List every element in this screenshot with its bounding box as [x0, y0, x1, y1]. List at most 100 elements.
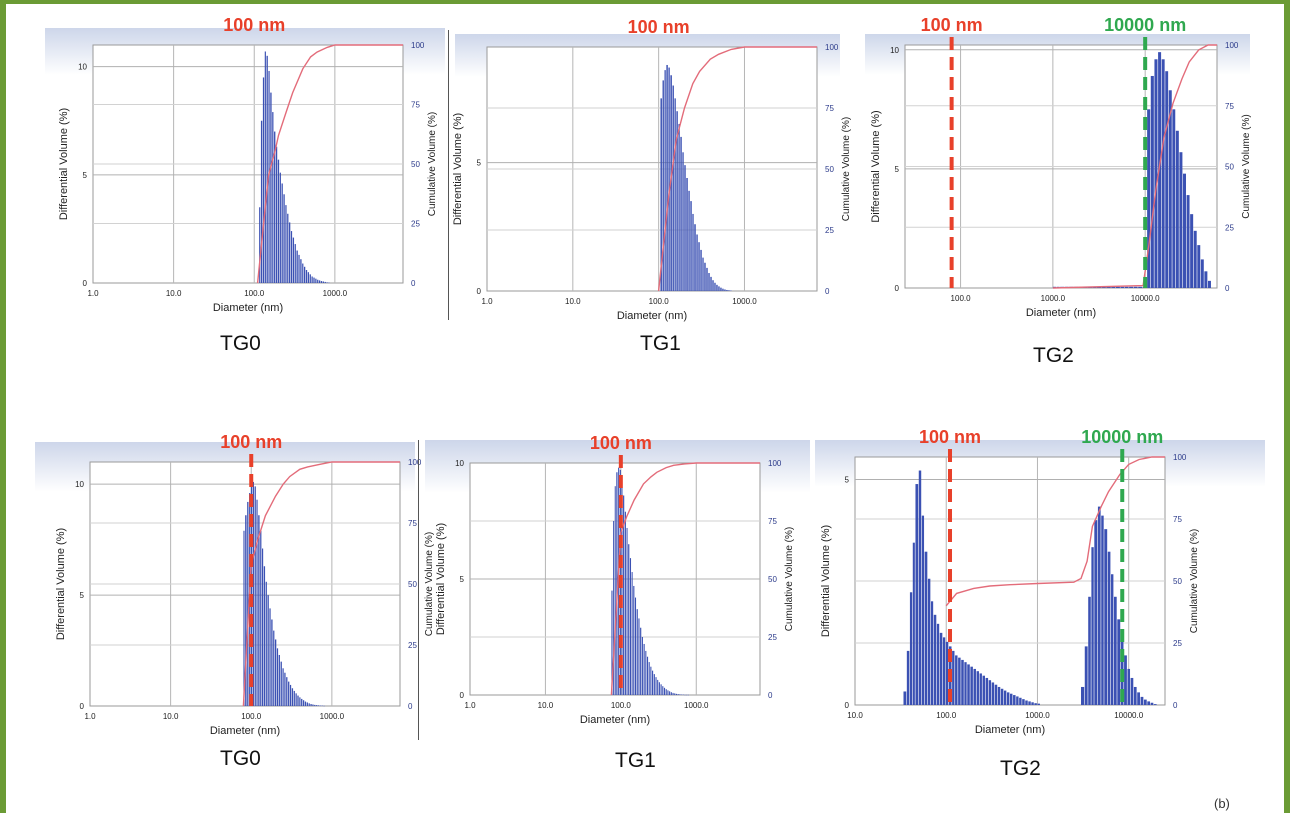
y2-tick-label: 50 — [825, 165, 834, 174]
size-distribution-chart: 100 nm 1.0 10.0 100.0 1000.0 0 5 10 0 25 50 75 100 Di… — [35, 432, 435, 738]
histogram-bar — [641, 637, 643, 695]
bar-series — [660, 64, 732, 292]
histogram-bar — [645, 650, 647, 695]
histogram-bar — [1037, 703, 1040, 705]
y2-axis-label: Cumulative Volume (%) — [784, 527, 795, 631]
x-tick-label: 1000.0 — [323, 289, 348, 298]
histogram-bar — [633, 585, 635, 695]
histogram-bar — [284, 672, 286, 706]
histogram-bar — [1175, 130, 1179, 288]
histogram-bar — [285, 205, 287, 283]
histogram-bar — [716, 284, 718, 291]
histogram-bar — [290, 231, 293, 283]
histogram-bar — [302, 263, 304, 283]
histogram-bar — [316, 705, 318, 706]
y2-tick-label: 50 — [1173, 577, 1182, 586]
y-axis-label: Differential Volume (%) — [58, 108, 70, 220]
histogram-bar — [662, 686, 664, 695]
histogram-bar — [317, 279, 319, 283]
histogram-bar — [694, 224, 696, 291]
y2-tick-label: 0 — [1225, 284, 1230, 293]
y-tick-label: 10 — [78, 63, 87, 72]
histogram-bar — [258, 515, 260, 706]
histogram-bar — [293, 690, 295, 706]
histogram-bar — [1034, 703, 1037, 705]
histogram-bar — [679, 694, 681, 695]
histogram-bar — [1130, 677, 1134, 705]
y-tick-label: 10 — [455, 459, 464, 468]
histogram-bar — [262, 548, 264, 706]
y2-tick-label: 100 — [768, 459, 782, 468]
histogram-bar — [1153, 704, 1157, 705]
histogram-bar — [308, 703, 310, 706]
histogram-bar — [967, 664, 970, 705]
histogram-bar — [722, 288, 724, 291]
histogram-bar — [260, 530, 262, 706]
x-tick-label: 10000.0 — [1131, 294, 1160, 303]
histogram-bar — [670, 692, 672, 695]
bar-series — [243, 481, 325, 707]
histogram-bar — [319, 705, 322, 707]
histogram-bar — [692, 213, 694, 291]
histogram-bar — [726, 289, 728, 291]
y2-tick-label: 75 — [411, 101, 420, 110]
histogram-bar — [672, 692, 674, 695]
histogram-bar — [672, 85, 674, 291]
x-tick-label: 1000.0 — [684, 701, 709, 710]
size-distribution-chart: 100 nm 10000 nm 10.0 100.0 1000.0 10000.0 0 5 0 2… — [815, 427, 1265, 736]
histogram-bar — [1101, 286, 1106, 288]
histogram-bar — [664, 70, 666, 291]
y-tick-label: 5 — [460, 575, 465, 584]
histogram-bar — [1120, 286, 1125, 288]
histogram-bar — [1117, 619, 1121, 705]
histogram-bar — [1133, 286, 1138, 288]
y-tick-label: 0 — [895, 284, 900, 293]
histogram-bar — [648, 662, 650, 695]
histogram-bar — [936, 623, 940, 705]
histogram-bar — [653, 674, 655, 695]
histogram-bar — [912, 542, 915, 705]
histogram-bar — [674, 693, 676, 695]
histogram-bar — [730, 290, 732, 291]
marker-label: 100 nm — [223, 15, 285, 35]
histogram-bar — [265, 581, 267, 706]
histogram-bar — [655, 677, 657, 695]
histogram-bar — [663, 687, 666, 695]
histogram-bar — [1140, 696, 1144, 705]
histogram-bar — [1016, 696, 1019, 705]
histogram-bar — [1190, 214, 1194, 288]
histogram-bar — [311, 276, 313, 283]
histogram-bar — [299, 697, 301, 706]
histogram-bar — [296, 250, 298, 283]
chart-svg: 100 nm1.0 10.0 100.0 1000.005100255075100Di… — [425, 433, 810, 726]
histogram-bar — [1104, 529, 1108, 705]
histogram-bar — [646, 656, 649, 695]
histogram-bar — [260, 120, 263, 284]
x-tick-label: 1000.0 — [732, 297, 757, 306]
histogram-bar — [321, 705, 323, 707]
histogram-bar — [700, 249, 702, 291]
histogram-bar — [1129, 286, 1134, 288]
histogram-bar — [629, 558, 632, 695]
histogram-bar — [259, 207, 261, 283]
histogram-bar — [1179, 152, 1183, 288]
x-tick-label: 10.0 — [163, 712, 179, 721]
x-axis-label: Diameter (nm) — [213, 302, 283, 314]
histogram-bar — [927, 578, 931, 705]
y-axis-label: Differential Volume (%) — [55, 528, 67, 640]
histogram-bar — [621, 481, 623, 695]
y2-tick-label: 100 — [825, 43, 839, 52]
cumulative-curve — [610, 462, 760, 696]
cumulative-curve — [256, 44, 403, 284]
histogram-bar — [1010, 693, 1013, 705]
histogram-bar — [280, 661, 282, 706]
histogram-bar — [307, 272, 310, 283]
y2-tick-label: 50 — [411, 160, 420, 169]
histogram-bar — [1028, 701, 1031, 705]
histogram-bar — [674, 98, 676, 291]
histogram-bar — [1172, 109, 1176, 288]
histogram-bar — [973, 668, 976, 705]
histogram-bar — [688, 190, 690, 291]
histogram-bar — [616, 472, 618, 695]
